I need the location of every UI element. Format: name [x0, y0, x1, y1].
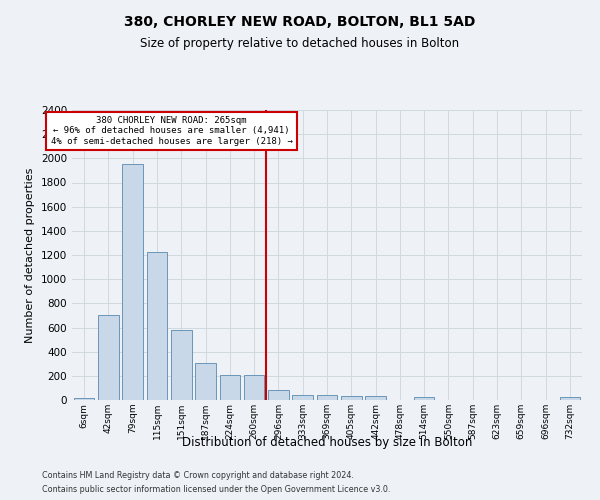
Bar — [414, 397, 434, 400]
Bar — [98, 316, 119, 400]
Bar — [244, 375, 265, 400]
Bar — [317, 395, 337, 400]
Bar — [171, 330, 191, 400]
Text: Distribution of detached houses by size in Bolton: Distribution of detached houses by size … — [182, 436, 472, 449]
Text: 380, CHORLEY NEW ROAD, BOLTON, BL1 5AD: 380, CHORLEY NEW ROAD, BOLTON, BL1 5AD — [124, 15, 476, 29]
Bar — [292, 394, 313, 400]
Text: Size of property relative to detached houses in Bolton: Size of property relative to detached ho… — [140, 38, 460, 51]
Bar — [195, 362, 216, 400]
Text: Contains public sector information licensed under the Open Government Licence v3: Contains public sector information licen… — [42, 484, 391, 494]
Text: 380 CHORLEY NEW ROAD: 265sqm
← 96% of detached houses are smaller (4,941)
4% of : 380 CHORLEY NEW ROAD: 265sqm ← 96% of de… — [50, 116, 293, 146]
Y-axis label: Number of detached properties: Number of detached properties — [25, 168, 35, 342]
Bar — [268, 390, 289, 400]
Bar — [560, 397, 580, 400]
Bar — [365, 396, 386, 400]
Bar — [146, 252, 167, 400]
Bar — [122, 164, 143, 400]
Bar — [74, 398, 94, 400]
Bar — [220, 375, 240, 400]
Text: Contains HM Land Registry data © Crown copyright and database right 2024.: Contains HM Land Registry data © Crown c… — [42, 472, 354, 480]
Bar — [341, 396, 362, 400]
